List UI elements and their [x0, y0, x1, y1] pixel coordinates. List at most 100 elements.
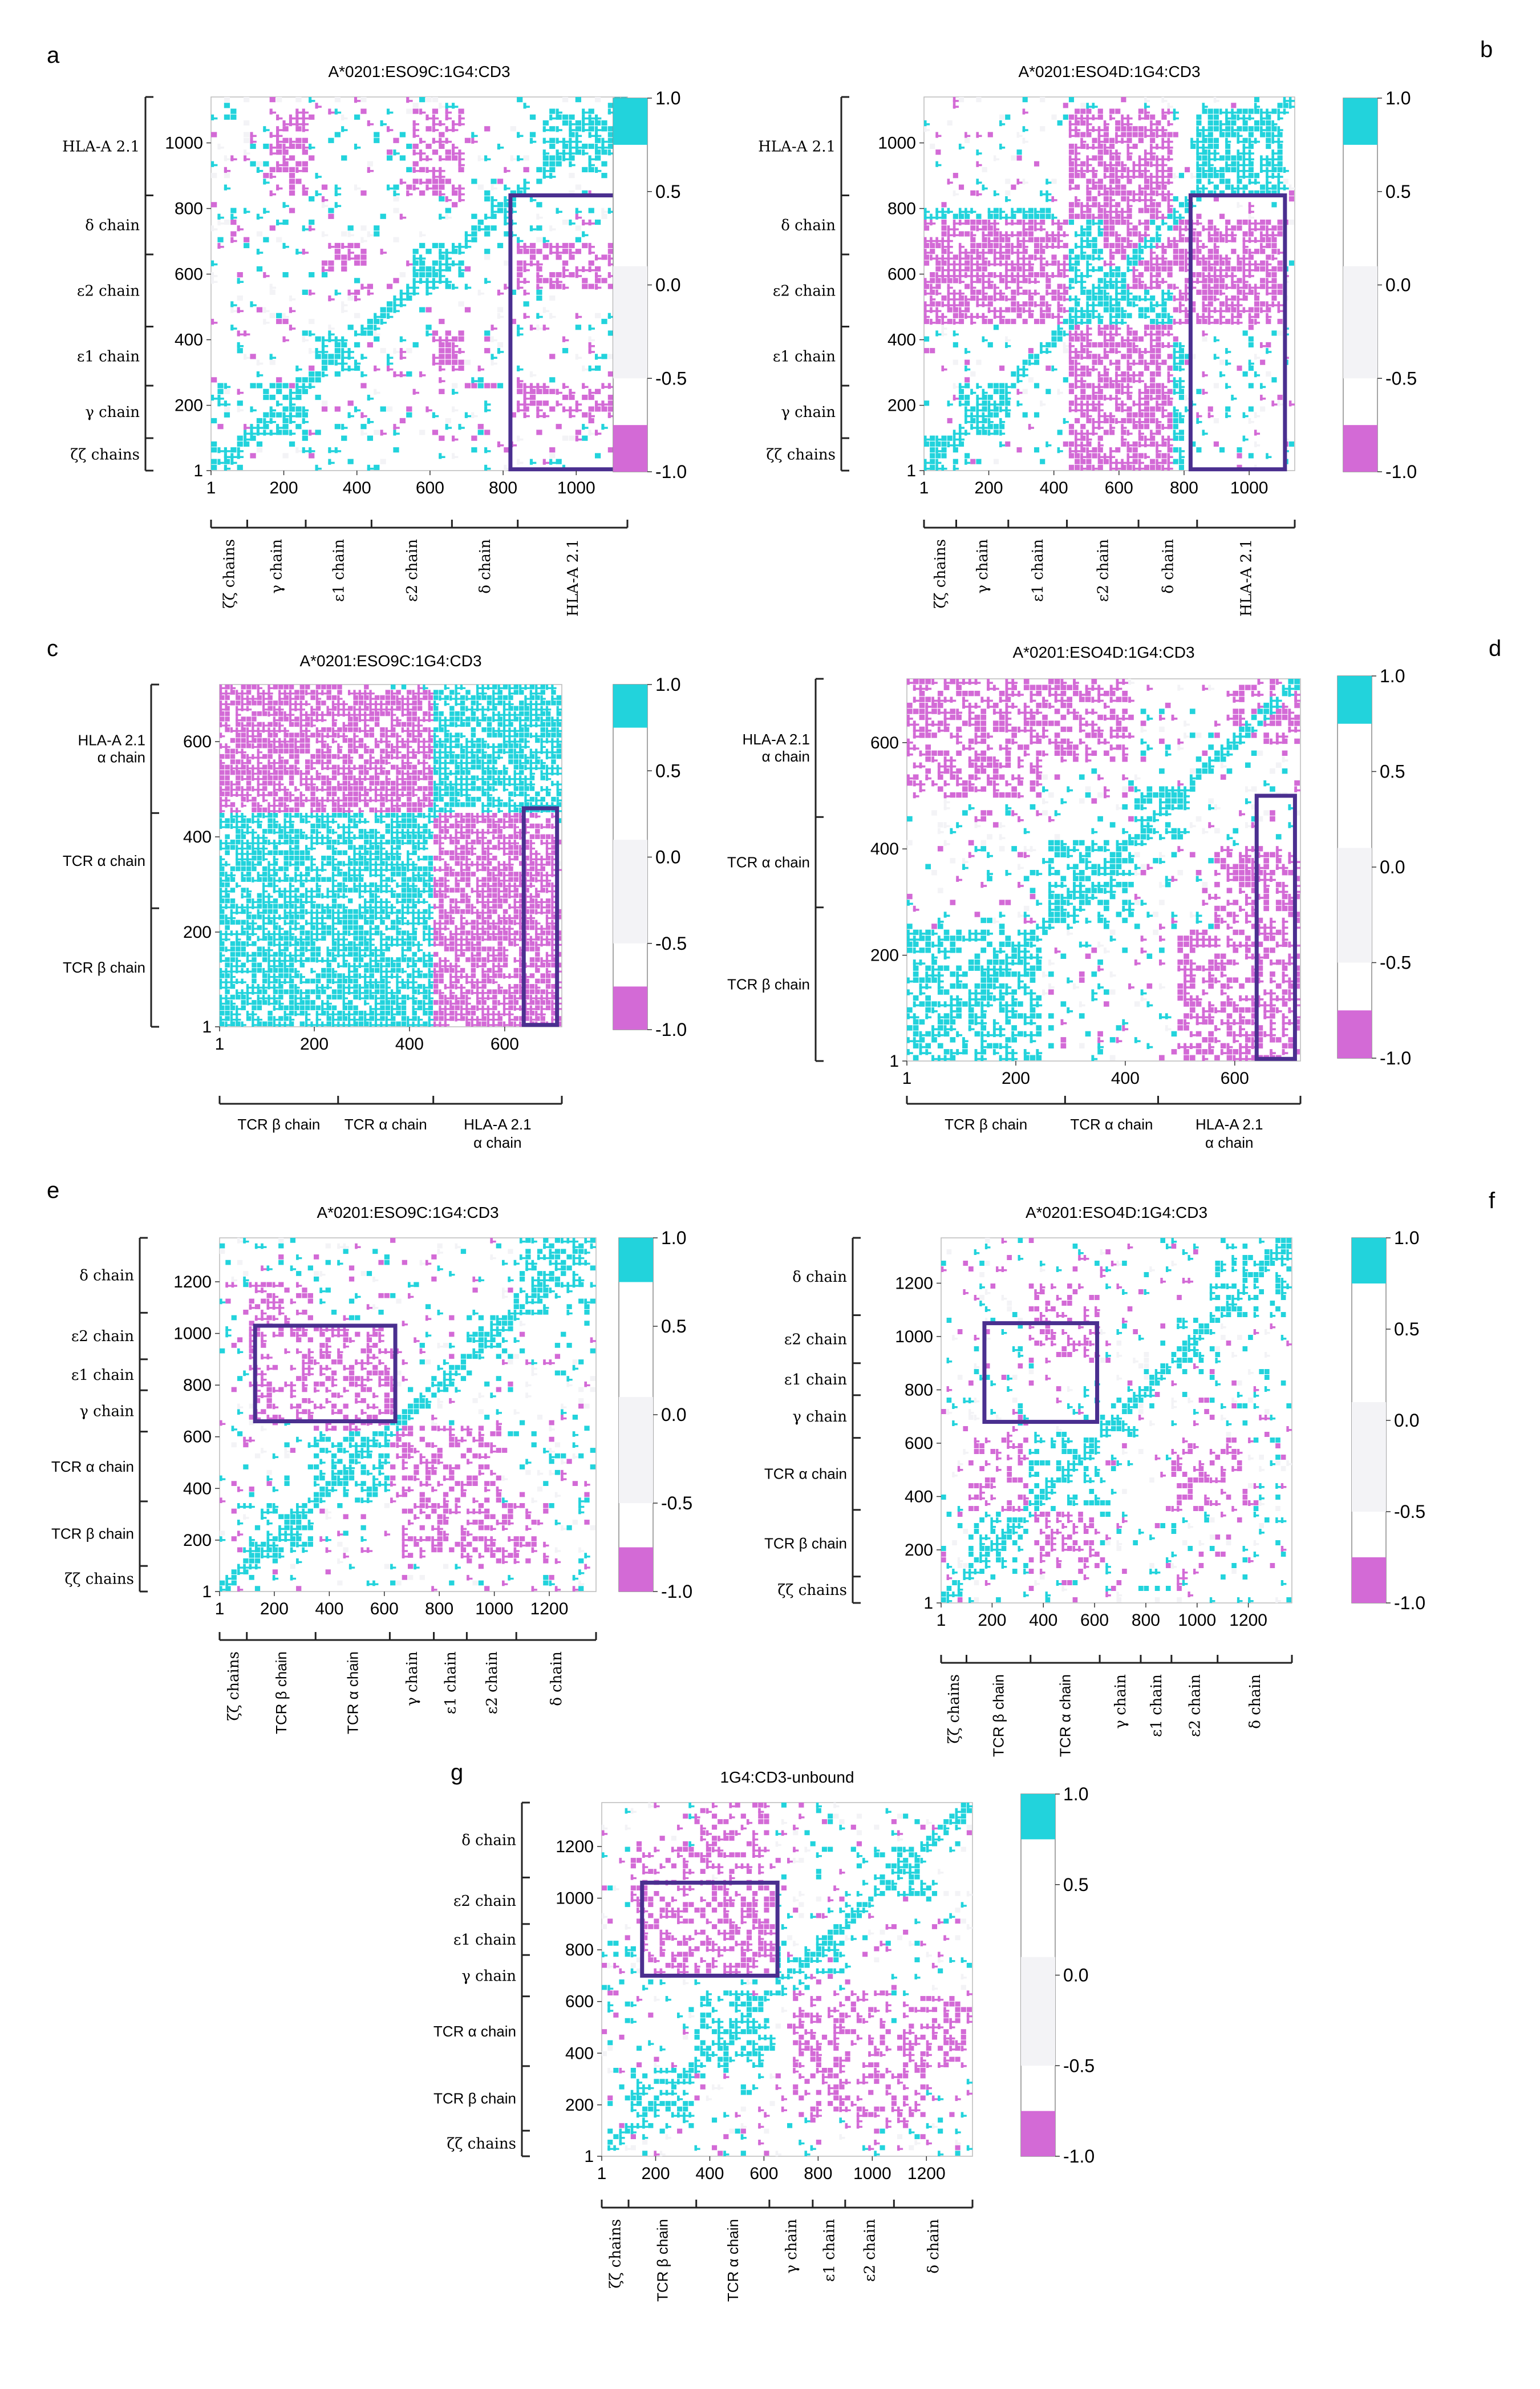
- heatmap-cell: [982, 167, 987, 173]
- heatmap-cell: [1190, 140, 1197, 143]
- heatmap-cell: [1167, 325, 1173, 330]
- heatmap-cell: [1248, 205, 1254, 207]
- heatmap-cell: [220, 1021, 225, 1027]
- heatmap-cell: [569, 164, 576, 167]
- heatmap-cell: [425, 249, 432, 254]
- heatmap-cell: [321, 269, 329, 272]
- heatmap-cell: [1121, 339, 1127, 342]
- heatmap-cell: [1132, 231, 1138, 237]
- heatmap-cell: [1161, 409, 1168, 412]
- heatmap-cell: [1277, 266, 1283, 272]
- heatmap-cell: [269, 225, 275, 231]
- heatmap-cell: [1266, 286, 1272, 289]
- heatmap-cell: [224, 187, 231, 190]
- heatmap-cell: [1121, 272, 1126, 278]
- heatmap-cell: [295, 450, 302, 452]
- heatmap-cell: [607, 126, 614, 132]
- heatmap-cell: [269, 289, 275, 295]
- heatmap-cell: [924, 348, 930, 354]
- heatmap-cell: [1057, 269, 1063, 272]
- heatmap-cell: [569, 155, 575, 161]
- heatmap-cell: [1213, 383, 1219, 388]
- heatmap-cell: [302, 421, 309, 423]
- heatmap-cell: [1097, 459, 1103, 464]
- heatmap-cell: [224, 388, 230, 394]
- heatmap-cell: [607, 137, 614, 143]
- heatmap-cell: [250, 409, 257, 412]
- heatmap-cell: [1213, 100, 1219, 102]
- heatmap-cell: [354, 187, 361, 190]
- heatmap-cell: [1225, 304, 1231, 306]
- heatmap-cell: [1103, 176, 1109, 178]
- heatmap-cell: [334, 450, 342, 452]
- heatmap-cell: [1126, 342, 1132, 348]
- heatmap-cell: [1277, 225, 1283, 231]
- heatmap-cell: [1271, 237, 1277, 242]
- heatmap-cell: [607, 415, 615, 418]
- heatmap-cell: [582, 412, 588, 418]
- heatmap-cell: [1167, 388, 1173, 394]
- heatmap-cell: [1207, 286, 1214, 289]
- heatmap-cell: [958, 231, 964, 237]
- heatmap-cell: [1057, 292, 1063, 295]
- heatmap-cell: [1109, 450, 1116, 452]
- heatmap-cell: [1005, 441, 1011, 447]
- heatmap-cell: [1237, 219, 1242, 225]
- heatmap-cell: [1075, 315, 1081, 318]
- heatmap-cell: [220, 762, 225, 764]
- heatmap-cell: [439, 269, 445, 272]
- heatmap-cell: [970, 275, 976, 277]
- heatmap-cell: [523, 155, 529, 161]
- heatmap-cell: [1086, 254, 1092, 260]
- heatmap-cell: [1092, 257, 1098, 260]
- heatmap-cell: [987, 383, 993, 388]
- heatmap-cell: [517, 409, 524, 412]
- heatmap-cell: [1016, 266, 1022, 272]
- heatmap-cell: [1138, 403, 1144, 406]
- heatmap-cell: [1219, 269, 1226, 272]
- heatmap-cell: [1121, 430, 1126, 435]
- heatmap-cell: [452, 345, 459, 347]
- heatmap-cell: [588, 164, 595, 167]
- heatmap-cell: [562, 114, 569, 120]
- heatmap-cell: [321, 184, 328, 190]
- heatmap-cell: [1103, 456, 1109, 458]
- heatmap-cell: [1161, 140, 1168, 143]
- heatmap-cell: [1121, 391, 1127, 394]
- heatmap-cell: [1132, 278, 1138, 284]
- heatmap-cell: [970, 249, 976, 254]
- heatmap-cell: [510, 444, 517, 447]
- heatmap-cell: [497, 351, 504, 353]
- heatmap-cell: [1173, 132, 1178, 137]
- heatmap-cell: [399, 298, 407, 301]
- heatmap-cell: [1075, 322, 1081, 324]
- heatmap-cell: [1161, 114, 1167, 120]
- heatmap-cell: [941, 295, 947, 301]
- heatmap-cell: [1022, 359, 1028, 365]
- heatmap-cell: [419, 272, 425, 278]
- heatmap-cell: [1150, 304, 1156, 306]
- heatmap-cell: [1167, 456, 1173, 458]
- heatmap-cell: [1202, 289, 1207, 295]
- heatmap-cell: [1254, 374, 1261, 376]
- heatmap-cell: [464, 286, 472, 289]
- heatmap-cell: [380, 432, 387, 435]
- heatmap-cell: [1086, 196, 1092, 202]
- heatmap-cell: [458, 351, 465, 353]
- heatmap-cell: [374, 391, 380, 394]
- heatmap-cell: [987, 272, 993, 278]
- heatmap-cell: [276, 427, 283, 429]
- heatmap-cell: [1260, 278, 1266, 284]
- heatmap-cell: [1109, 284, 1115, 289]
- heatmap-cell: [588, 245, 595, 248]
- heatmap-cell: [354, 298, 361, 301]
- heatmap-cell: [1167, 266, 1173, 272]
- heatmap-cell: [452, 359, 458, 365]
- heatmap-cell: [1277, 167, 1283, 173]
- heatmap-cell: [1068, 315, 1075, 318]
- heatmap-cell: [607, 354, 614, 359]
- heatmap-cell: [439, 380, 445, 382]
- heatmap-cell: [993, 213, 999, 219]
- heatmap-cell: [1068, 286, 1075, 289]
- heatmap-cell: [588, 339, 595, 342]
